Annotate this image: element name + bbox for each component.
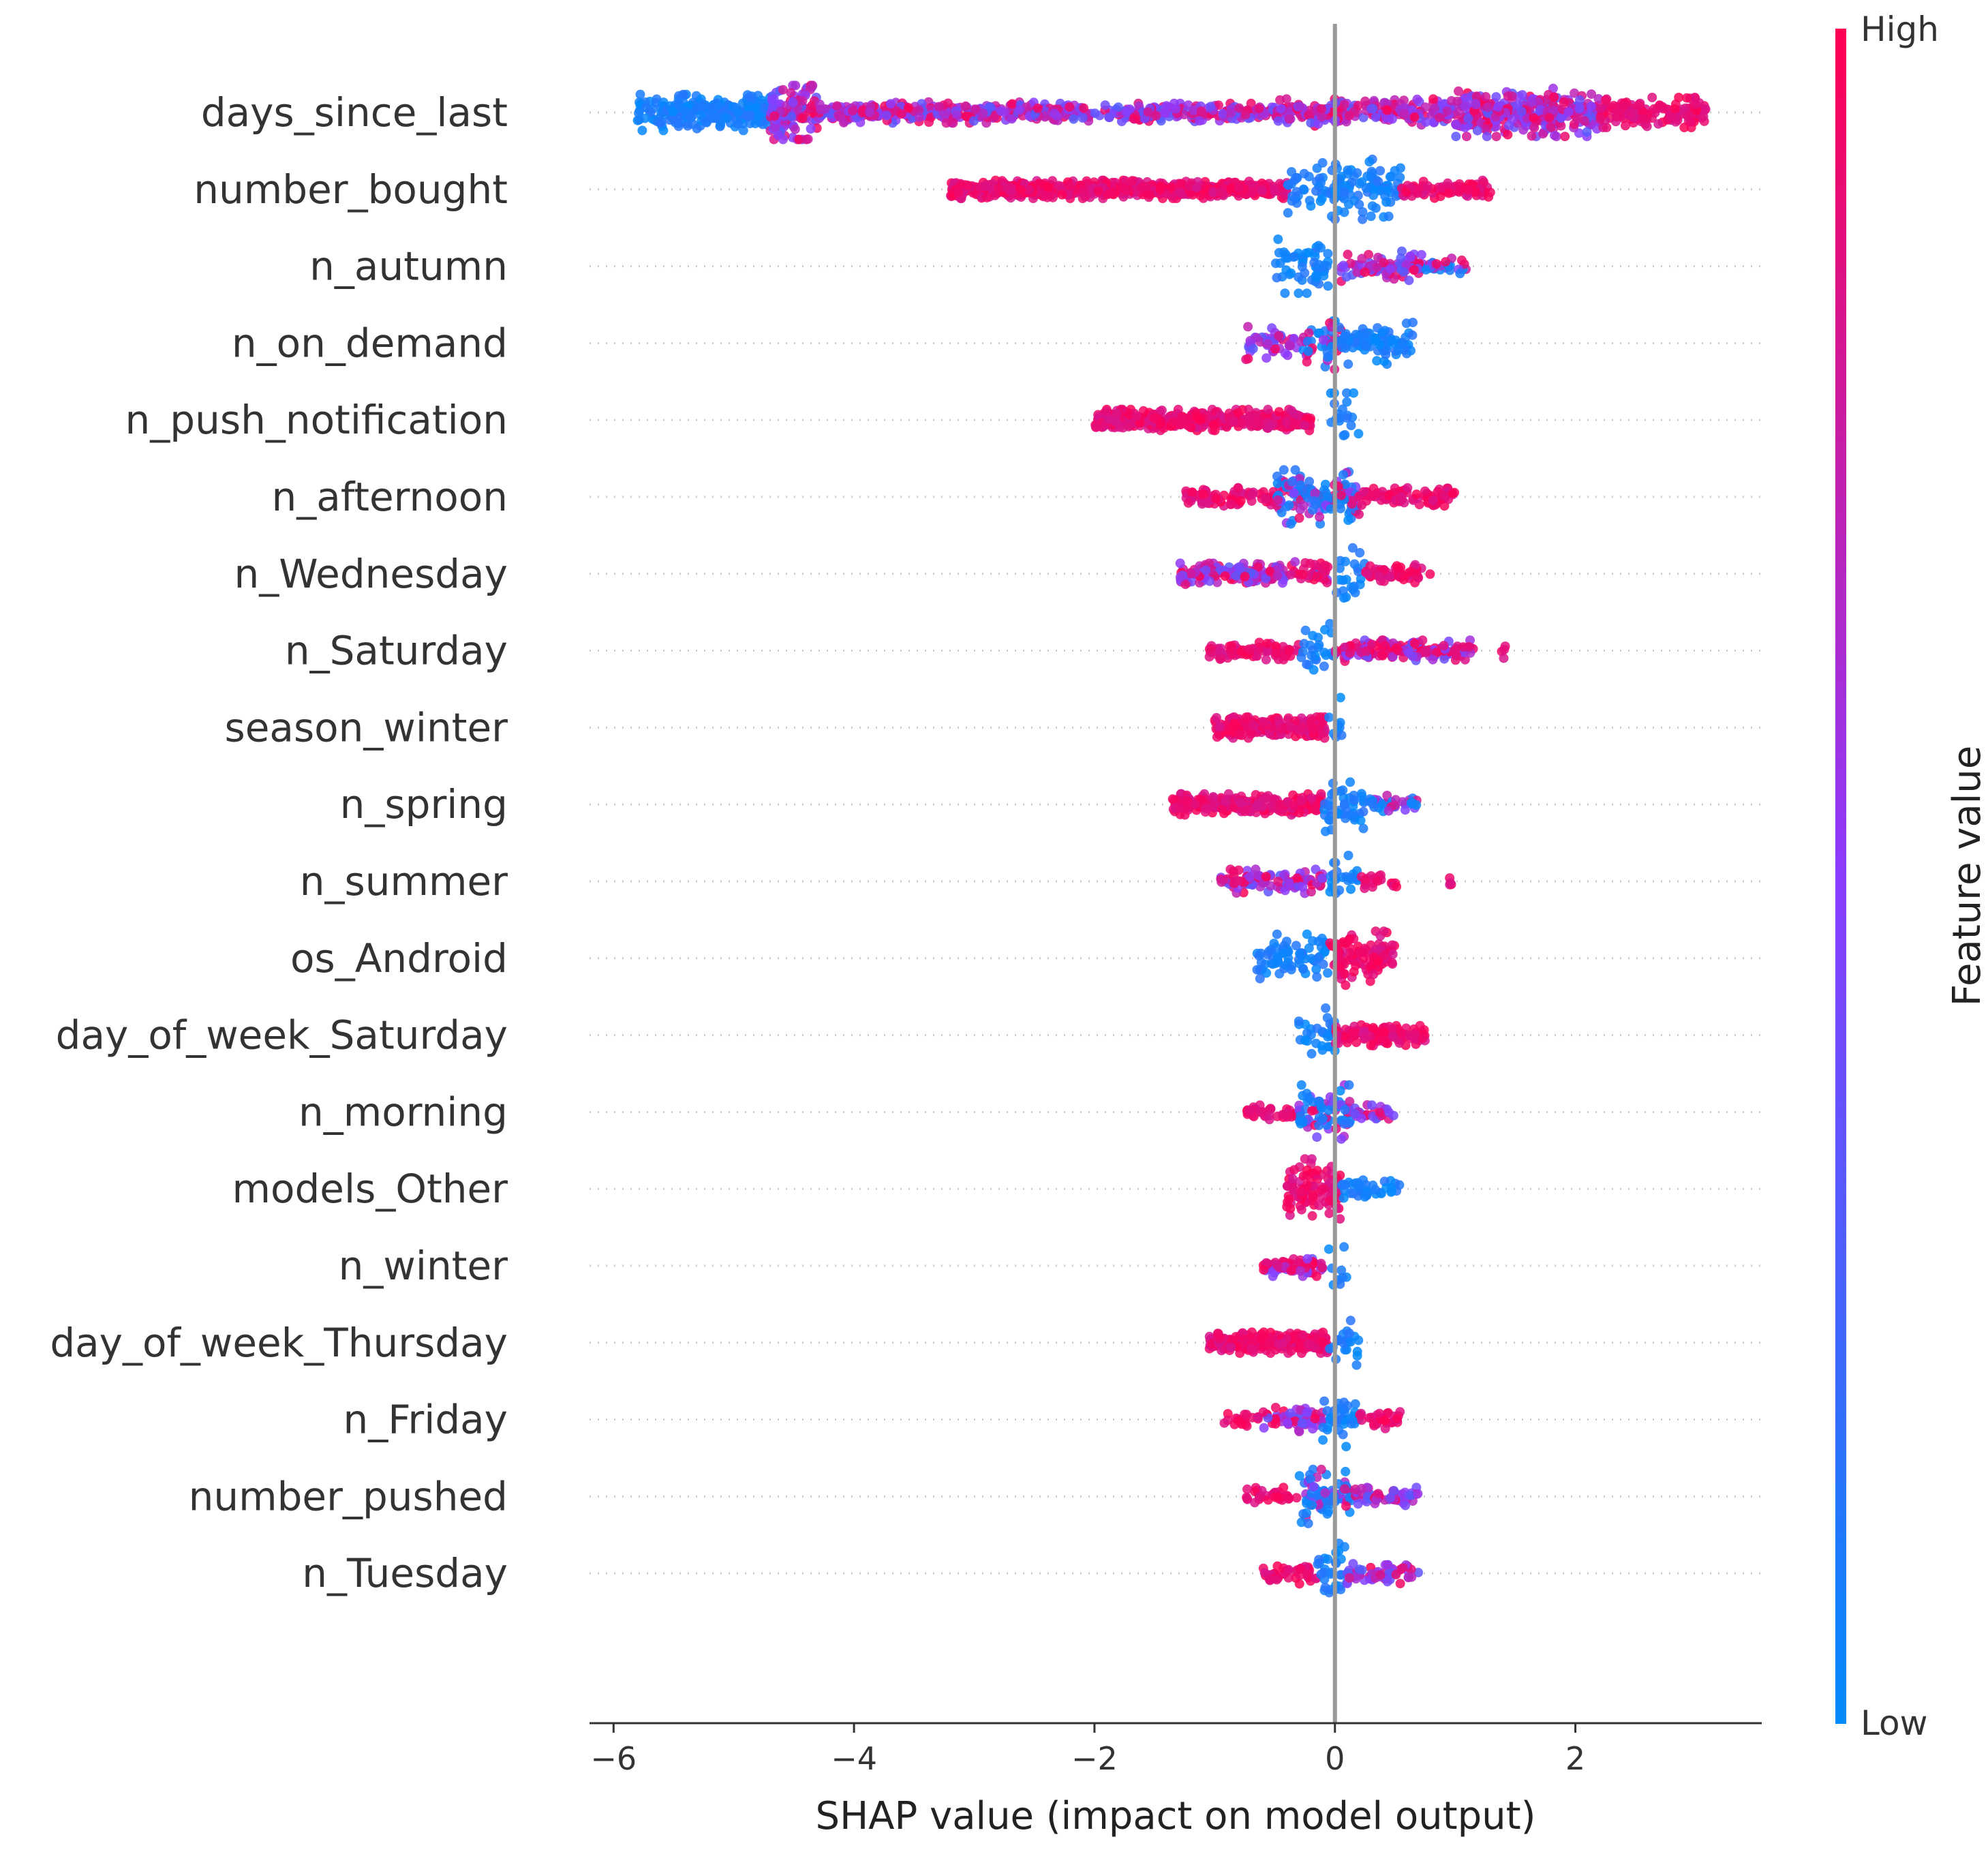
colorbar-gradient	[1835, 29, 1846, 1724]
feature-label-n-on-demand: n_on_demand	[232, 320, 508, 366]
feature-label-n-afternoon: n_afternoon	[272, 474, 508, 520]
points-n-push-notification	[1090, 388, 1364, 440]
points-day-of-week-saturday	[1294, 1003, 1430, 1059]
feature-labels: days_since_last number_bought n_autumn n_on…	[50, 89, 508, 1596]
feature-label-days-since-last: days_since_last	[201, 89, 508, 136]
feature-label-number-pushed: number_pushed	[189, 1473, 508, 1519]
x-axis-title: SHAP value (impact on model output)	[816, 1794, 1536, 1838]
points-n-wednesday	[1175, 543, 1435, 603]
points-os-android	[1252, 926, 1399, 990]
points-n-friday	[1219, 1396, 1405, 1452]
points-n-autumn	[1270, 234, 1471, 299]
feature-label-n-summer: n_summer	[300, 858, 508, 905]
points-n-winter	[1258, 1242, 1351, 1290]
x-tick-label: 0	[1325, 1740, 1345, 1777]
points-n-tuesday	[1258, 1538, 1423, 1598]
feature-label-season-winter: season_winter	[225, 704, 508, 750]
points-n-on-demand	[1241, 316, 1418, 374]
feature-label-day-of-week-thursday: day_of_week_Thursday	[50, 1320, 508, 1366]
x-tick-label: −6	[590, 1740, 637, 1777]
feature-label-n-morning: n_morning	[299, 1089, 508, 1135]
feature-label-models-other: models_Other	[232, 1166, 508, 1212]
feature-label-n-wednesday: n_Wednesday	[234, 551, 508, 597]
points-season-winter	[1210, 693, 1347, 743]
feature-label-os-android: os_Android	[290, 935, 508, 982]
x-axis: −6 −4 −2 0 2 SHAP value (impact on model out…	[590, 1722, 1762, 1838]
feature-label-n-autumn: n_autumn	[309, 243, 508, 290]
row-gridlines	[590, 111, 1762, 1575]
x-ticks: −6 −4 −2 0 2	[590, 1723, 1585, 1777]
feature-label-number-bought: number_bought	[194, 166, 508, 213]
feature-label-n-push-notification: n_push_notification	[125, 397, 508, 443]
points-n-saturday	[1204, 619, 1510, 675]
colorbar-high-label: High	[1861, 10, 1939, 49]
colorbar: High Low Feature value	[1835, 10, 1988, 1743]
feature-label-n-spring: n_spring	[340, 781, 508, 828]
points-models-other	[1282, 1154, 1405, 1224]
feature-label-n-saturday: n_Saturday	[285, 628, 508, 674]
points-n-afternoon	[1181, 465, 1459, 529]
feature-label-day-of-week-saturday: day_of_week_Saturday	[56, 1012, 508, 1059]
feature-label-n-tuesday: n_Tuesday	[302, 1550, 508, 1596]
x-tick-label: −2	[1071, 1740, 1118, 1777]
points-days-since-last	[632, 80, 1711, 145]
x-tick-label: 2	[1565, 1740, 1585, 1777]
points-number-pushed	[1242, 1464, 1423, 1528]
feature-label-n-winter: n_winter	[339, 1243, 508, 1289]
x-tick-label: −4	[831, 1740, 877, 1777]
colorbar-low-label: Low	[1861, 1703, 1927, 1743]
shap-points	[632, 80, 1711, 1598]
colorbar-title: Feature value	[1945, 746, 1988, 1006]
points-n-spring	[1167, 777, 1422, 836]
points-number-bought	[946, 154, 1495, 224]
points-day-of-week-thursday	[1204, 1316, 1364, 1370]
points-n-morning	[1242, 1080, 1398, 1144]
feature-label-n-friday: n_Friday	[343, 1397, 508, 1443]
